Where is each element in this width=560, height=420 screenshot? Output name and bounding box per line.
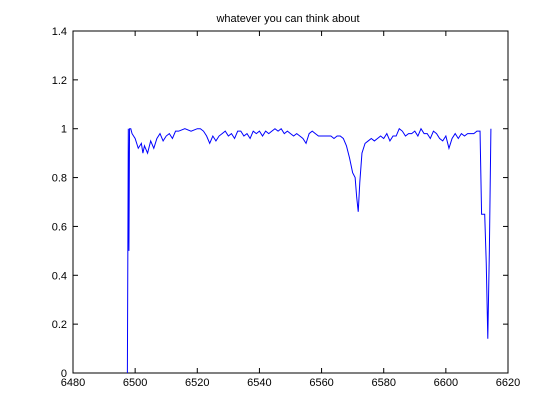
y-tick-label: 1.4	[52, 26, 67, 38]
x-tick-label: 6620	[496, 377, 520, 389]
x-axis: 6480 6500 6520 6540 6560 6580 6600 6620	[61, 31, 520, 389]
y-tick-label: 0.6	[52, 221, 67, 233]
y-tick-label: 0.8	[52, 173, 67, 185]
y-axis: 0 0.2 0.4 0.6 0.8 1 1.2 1.4	[52, 26, 508, 380]
y-tick-label: 0.2	[52, 319, 67, 331]
x-tick-label: 6560	[309, 377, 333, 389]
plot-area	[72, 30, 509, 374]
y-tick-label: 0.4	[52, 270, 67, 282]
x-tick-label: 6580	[371, 377, 395, 389]
series-line	[126, 127, 492, 374]
x-tick-label: 6500	[123, 377, 147, 389]
y-tick-label: 1.2	[52, 75, 67, 87]
y-tick-label: 1	[61, 124, 67, 136]
x-tick-label: 6520	[185, 377, 209, 389]
x-tick-label: 6540	[247, 377, 271, 389]
y-tick-label: 0	[61, 368, 67, 380]
x-tick-label: 6480	[61, 377, 85, 389]
series-layer	[126, 127, 492, 374]
x-tick-label: 6600	[434, 377, 458, 389]
chart-title: whatever you can think about	[215, 13, 359, 25]
